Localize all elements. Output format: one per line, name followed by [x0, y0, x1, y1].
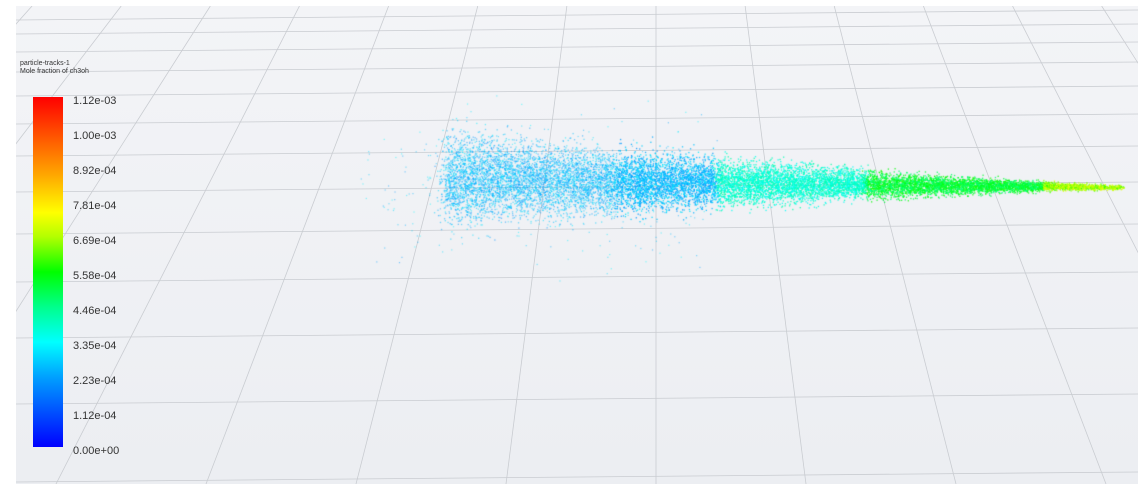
- colorbar-tick-label: 1.00e-03: [73, 130, 117, 142]
- colorbar-tick-label: 1.12e-03: [73, 95, 117, 107]
- colorbar-tick-label: 0.00e+00: [73, 445, 120, 457]
- colorbar-tick-label: 1.12e-04: [73, 410, 117, 422]
- colorbar-tick-label: 2.23e-04: [73, 375, 117, 387]
- colorbar-tick-label: 7.81e-04: [73, 200, 117, 212]
- colorbar-tick-label: 5.58e-04: [73, 270, 117, 282]
- colorbar-tick-label: 4.46e-04: [73, 305, 117, 317]
- colormap-legend: particle-tracks-1 Mole fraction of ch3oh…: [16, 6, 216, 484]
- graphics-viewport[interactable]: particle-tracks-1 Mole fraction of ch3oh…: [16, 6, 1138, 484]
- colorbar-tick-label: 6.69e-04: [73, 235, 117, 247]
- colorbar-tick-label: 3.35e-04: [73, 340, 117, 352]
- colorbar-tick-label: 8.92e-04: [73, 165, 117, 177]
- legend-title-variable: Mole fraction of ch3oh: [20, 68, 89, 75]
- legend-title-track: particle-tracks-1: [20, 60, 70, 67]
- colorbar: [33, 97, 63, 447]
- particle-spray: [16, 6, 1138, 484]
